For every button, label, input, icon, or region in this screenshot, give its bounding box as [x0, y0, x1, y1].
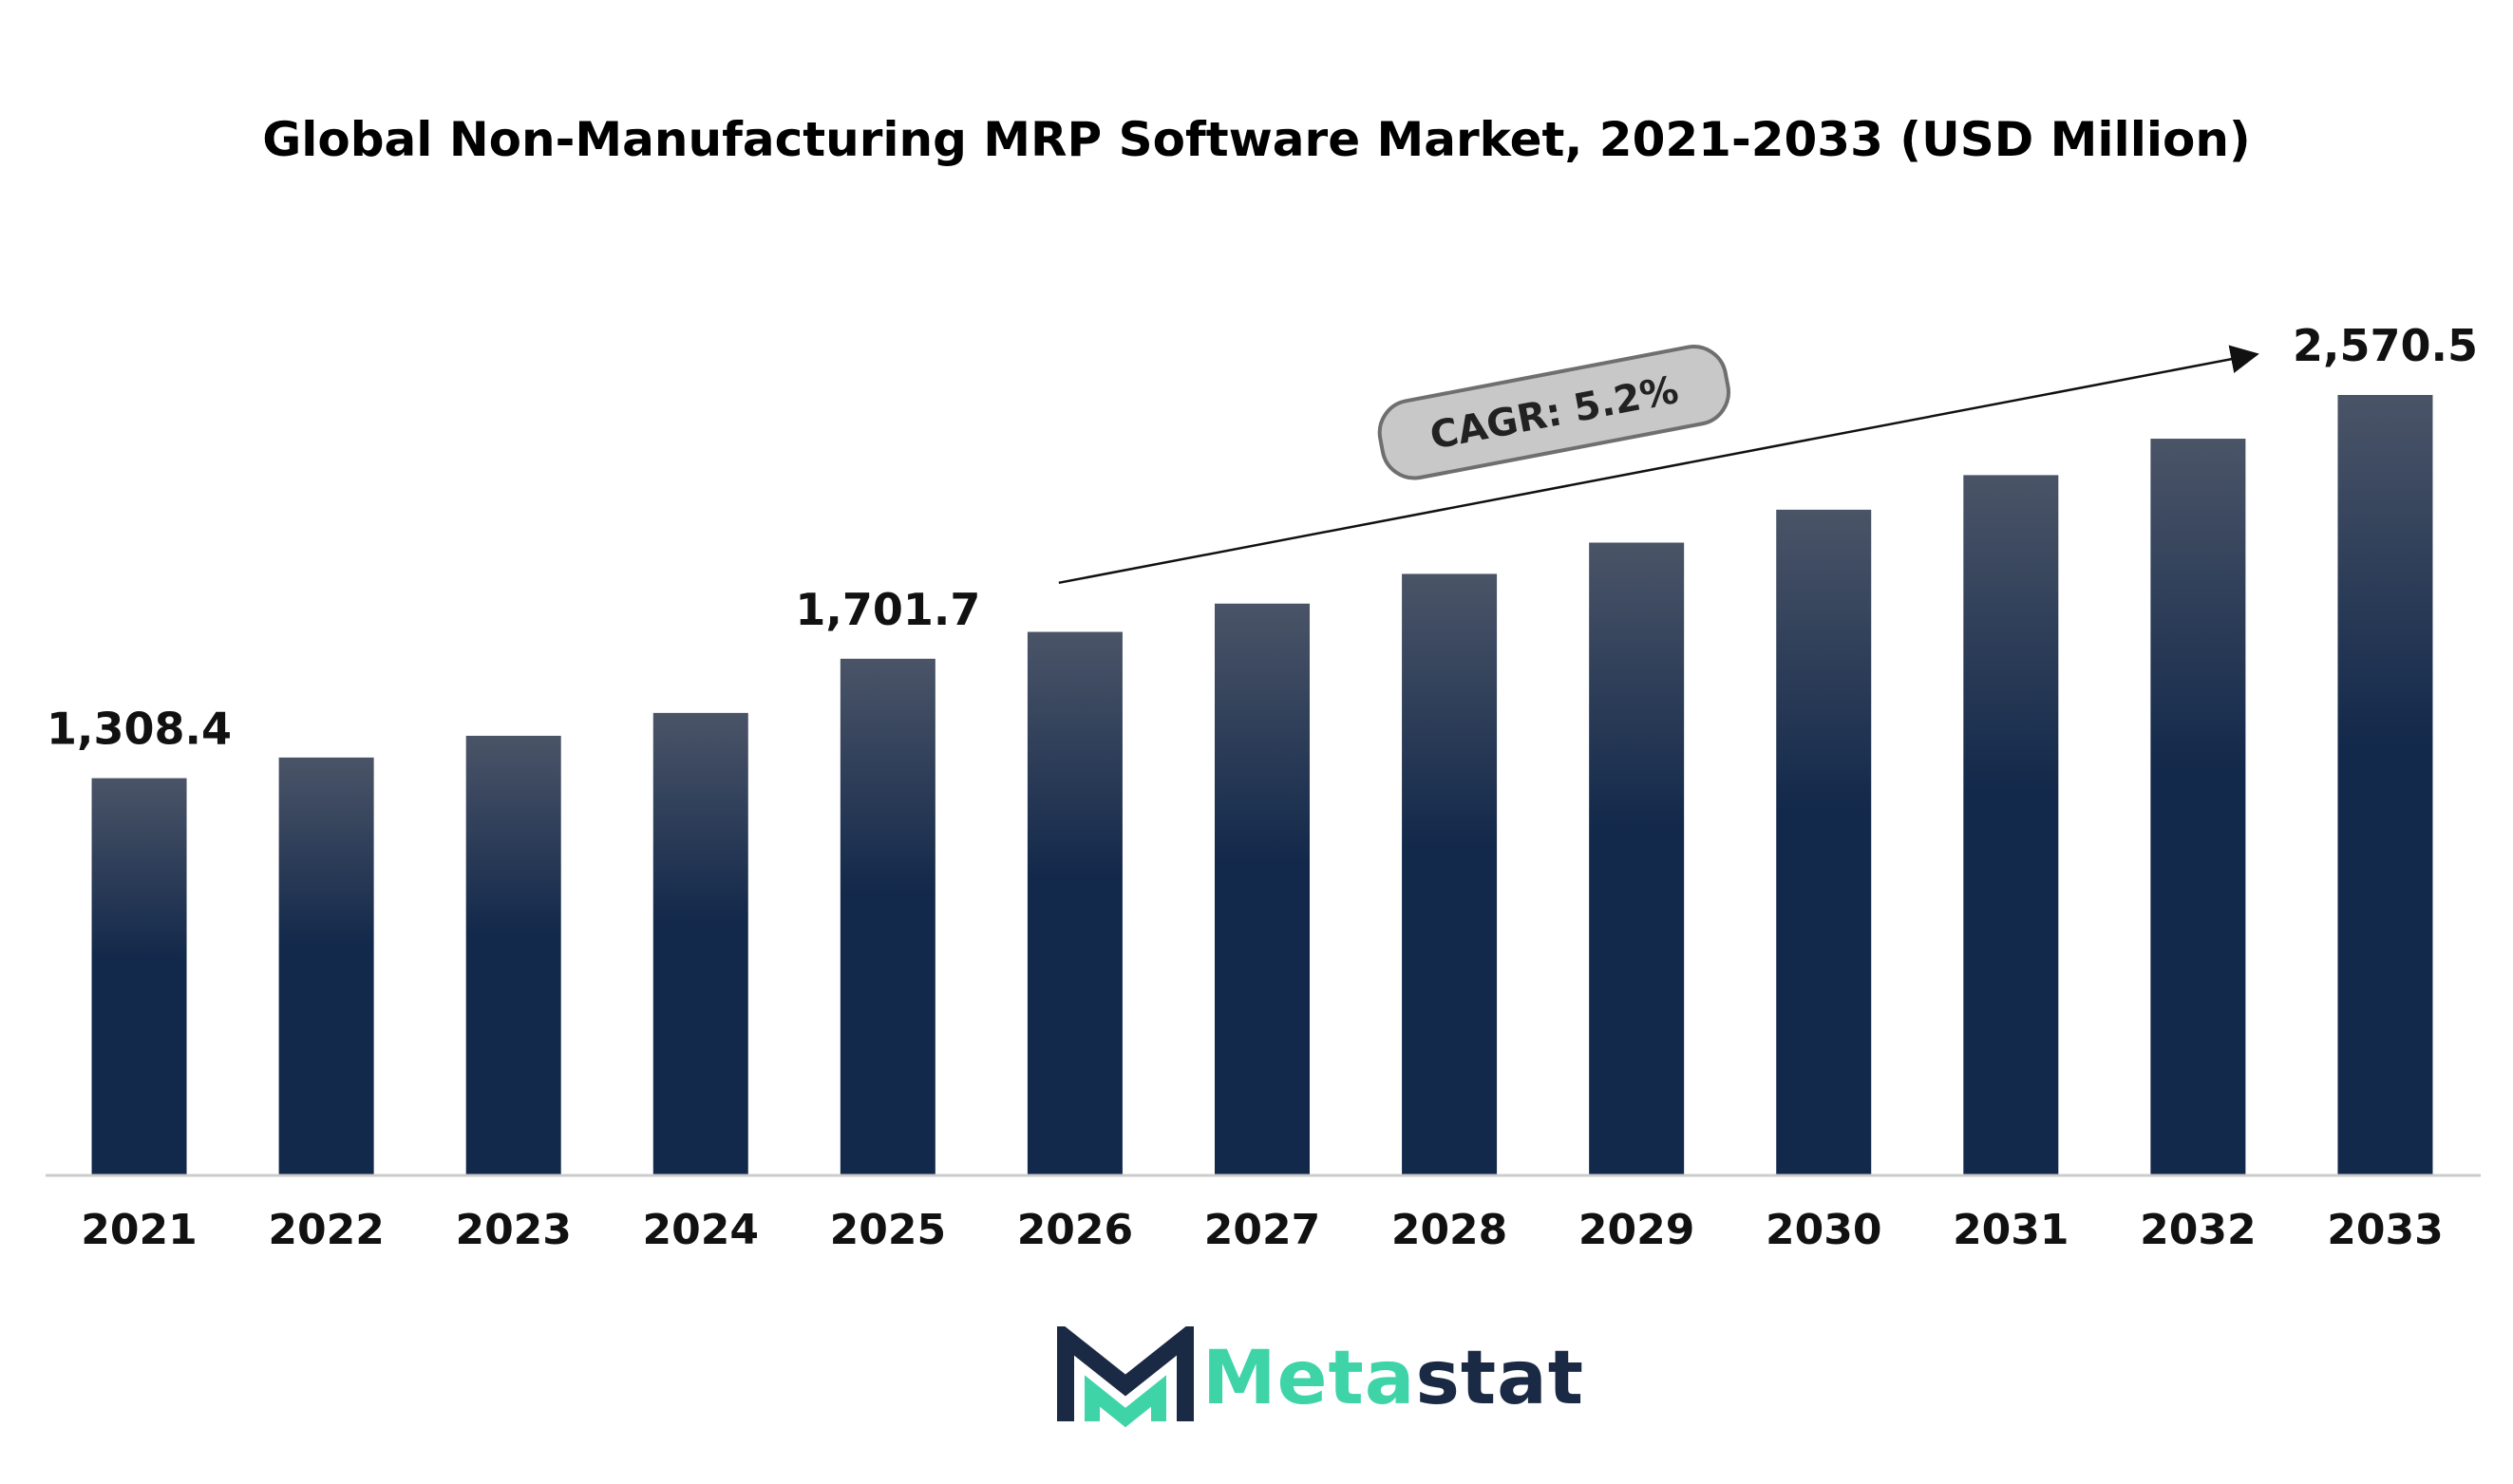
bar-2032 — [2150, 439, 2246, 1176]
x-tick-2026: 2026 — [1017, 1206, 1133, 1254]
x-tick-2029: 2029 — [1578, 1206, 1694, 1254]
x-tick-2031: 2031 — [1953, 1206, 2069, 1254]
chart-title: Global Non-Manufacturing MRP Software Ma… — [262, 112, 2251, 167]
x-tick-2024: 2024 — [643, 1206, 759, 1254]
bar-2024 — [652, 712, 748, 1175]
bar-2023 — [465, 735, 561, 1175]
metastat-m-icon — [1057, 1326, 1194, 1428]
bar-2027 — [1215, 603, 1310, 1175]
bar-2029 — [1589, 542, 1685, 1175]
bar-2025 — [840, 658, 935, 1175]
data-label-2025: 1,701.7 — [795, 584, 980, 635]
bars-group — [91, 395, 2433, 1176]
bar-2026 — [1027, 631, 1123, 1175]
cagr-badge: CAGR: 5.2% — [1377, 345, 1730, 480]
bar-2028 — [1402, 573, 1498, 1175]
cagr-badge-box — [1377, 345, 1730, 480]
data-label-2021: 1,308.4 — [47, 704, 232, 755]
metastat-logo: Metastat — [1054, 1322, 1584, 1436]
bar-2030 — [1776, 509, 1872, 1175]
bar-2033 — [2337, 395, 2433, 1175]
x-tick-2032: 2032 — [2140, 1206, 2256, 1254]
x-tick-2025: 2025 — [830, 1206, 946, 1254]
data-labels: 1,308.4 1,701.7 2,570.5 — [47, 320, 2478, 755]
x-tick-labels: 2021 2022 2023 2024 2025 2026 2027 2028 2029 2030… — [81, 1206, 2443, 1254]
x-tick-2028: 2028 — [1391, 1206, 1507, 1254]
x-tick-2027: 2027 — [1204, 1206, 1320, 1254]
data-label-2033: 2,570.5 — [2293, 320, 2478, 371]
cagr-trend-arrow — [1058, 345, 2259, 585]
x-tick-2023: 2023 — [455, 1206, 571, 1254]
bar-2031 — [1963, 475, 2059, 1175]
x-tick-2021: 2021 — [81, 1206, 197, 1254]
bar-2022 — [278, 757, 374, 1175]
x-tick-2033: 2033 — [2327, 1206, 2443, 1254]
metastat-wordmark: Metastat — [1202, 1336, 1584, 1421]
bar-2021 — [91, 778, 187, 1175]
logo-text-meta: Meta — [1202, 1336, 1416, 1421]
x-tick-2022: 2022 — [268, 1206, 384, 1254]
x-tick-2030: 2030 — [1766, 1206, 1881, 1254]
logo-text-stat: stat — [1415, 1336, 1585, 1421]
